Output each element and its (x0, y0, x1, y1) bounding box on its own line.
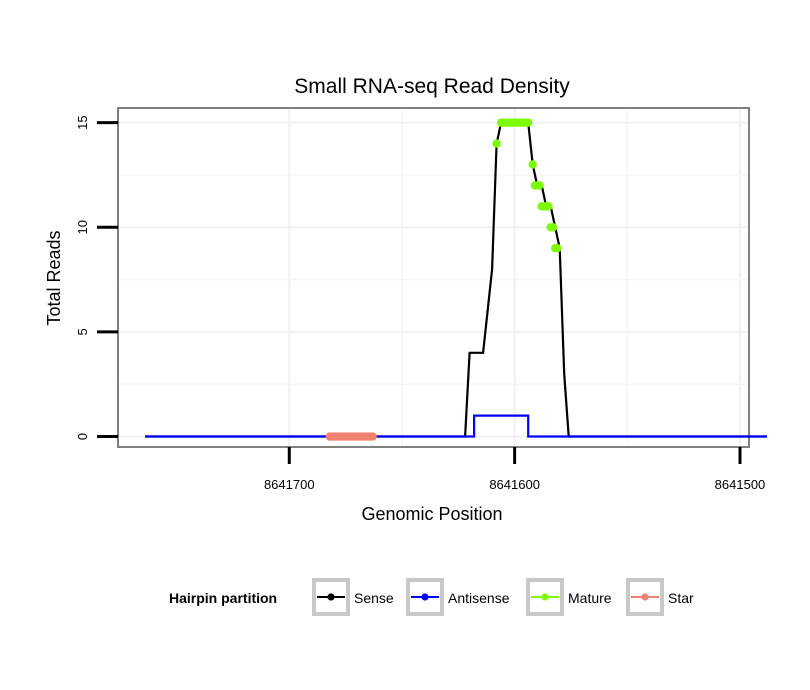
legend-entry-sense: Sense (312, 578, 394, 616)
legend-label-antisense: Antisense (448, 590, 510, 606)
legend-entry-antisense: Antisense (406, 578, 510, 616)
data-point-mature (492, 139, 501, 148)
chart-title: Small RNA-seq Read Density (294, 75, 570, 98)
x-axis-title: Genomic Position (361, 504, 502, 524)
data-point-mature (544, 202, 553, 211)
y-tick-label: 0 (75, 433, 90, 440)
legend-label-sense: Sense (354, 590, 394, 606)
data-point-mature (528, 160, 537, 169)
data-point-mature (535, 181, 544, 190)
y-tick-label: 15 (75, 115, 90, 129)
axes: 8641700 8641600 8641500 0 5 10 15 (75, 115, 765, 492)
data-point-mature (523, 118, 533, 127)
legend-label-mature: Mature (568, 590, 612, 606)
series-layer (145, 118, 767, 441)
data-point-mature (548, 223, 558, 232)
y-tick-label: 10 (75, 220, 90, 234)
legend-key-dot (541, 593, 549, 601)
series-line-antisense (145, 414, 767, 438)
plot-panel-border (117, 107, 750, 448)
y-tick-label: 5 (75, 328, 90, 335)
legend-label-star: Star (668, 590, 694, 606)
legend-entry-star: Star (626, 578, 694, 616)
legend-key-dot (641, 593, 649, 601)
data-point-mature (553, 244, 562, 253)
legend-entries: Sense Antisense Mature Star (312, 578, 694, 616)
y-axis-title: Total Reads (44, 230, 64, 325)
grid (118, 108, 749, 447)
x-tick-label: 8641600 (489, 477, 540, 492)
series-mature (492, 118, 562, 253)
legend-key-dot (421, 593, 429, 601)
legend-title: Hairpin partition (169, 590, 277, 606)
x-tick-label: 8641500 (715, 477, 766, 492)
data-point-star (368, 432, 377, 441)
legend: Hairpin partition Sense Antisense Mature St… (169, 578, 694, 616)
legend-entry-mature: Mature (526, 578, 612, 616)
series-antisense (145, 414, 767, 438)
series-star (325, 432, 377, 441)
x-tick-label: 8641700 (264, 477, 315, 492)
legend-key-dot (327, 593, 335, 601)
